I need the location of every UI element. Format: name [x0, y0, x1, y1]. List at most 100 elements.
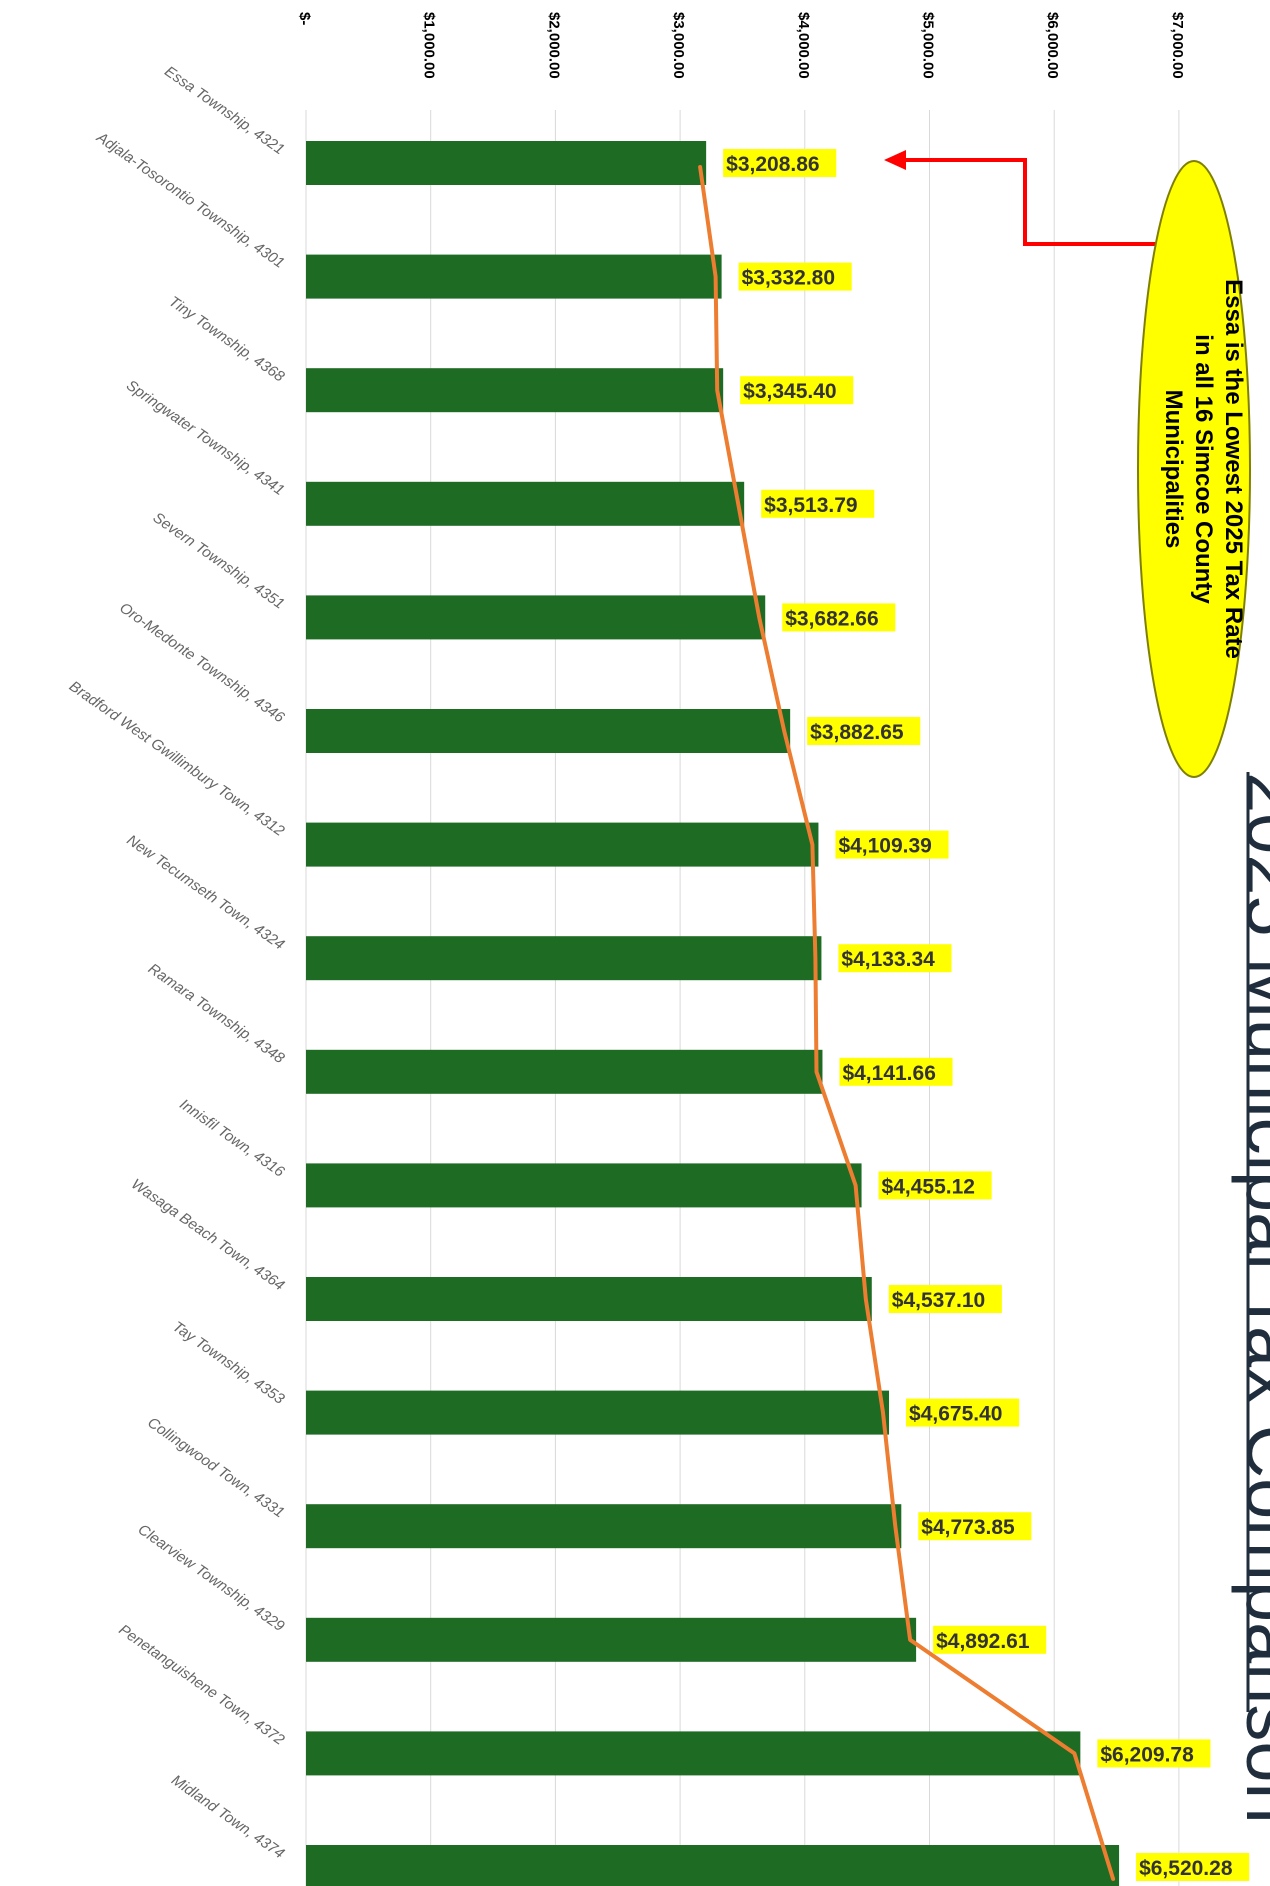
category-label: Springwater Township, 4341	[123, 377, 287, 499]
data-label: $4,892.61	[933, 1625, 1047, 1654]
data-label-highlight	[740, 376, 854, 405]
data-label-highlight	[906, 1398, 1020, 1427]
category-label: Penetanguishene Town, 4372	[116, 1621, 288, 1749]
arrowhead-icon	[884, 150, 906, 170]
bar	[306, 368, 724, 413]
data-label-highlight	[807, 717, 921, 745]
callout-line: Municipalities	[1160, 390, 1187, 549]
data-label: $4,455.12	[878, 1171, 992, 1200]
data-label-text: $3,513.79	[764, 494, 857, 517]
data-label-text: $3,345.40	[743, 380, 836, 403]
data-label-text: $4,455.12	[882, 1175, 975, 1198]
data-label-highlight	[878, 1171, 992, 1200]
data-label-text: $4,109.39	[838, 835, 931, 858]
tick-label: $5,000.00	[920, 12, 937, 79]
data-label-highlight	[738, 262, 852, 291]
bar	[306, 1049, 823, 1094]
bar	[306, 1163, 862, 1208]
data-label: $3,345.40	[740, 376, 854, 405]
bar	[306, 1845, 1120, 1886]
category-label: Severn Township, 4351	[150, 509, 288, 613]
category-label: Innisfil Town, 4316	[176, 1096, 288, 1181]
value-axis-ticks: $- $1,000.00 $2,000.00 $3,000.00 $4,000.00 $5…	[296, 12, 1186, 79]
data-label: $4,109.39	[835, 830, 949, 859]
category-label: Tiny Township, 4368	[166, 293, 288, 386]
data-label: $6,520.28	[1136, 1853, 1250, 1881]
data-label: $4,537.10	[888, 1285, 1002, 1313]
callout-ellipse	[1137, 160, 1251, 778]
category-label: Adjala-Tosorontio Township, 4301	[93, 128, 288, 271]
bar	[306, 1277, 872, 1321]
category-label: Oro-Medonte Township, 4346	[116, 599, 288, 726]
tick-label: $7,000.00	[1169, 12, 1186, 79]
data-label: $6,209.78	[1097, 1739, 1211, 1768]
data-label-text: $3,682.66	[785, 607, 878, 630]
data-label-highlight	[1136, 1853, 1250, 1881]
data-label-text: $6,520.28	[1139, 1857, 1233, 1880]
bar	[306, 1731, 1081, 1776]
bar	[306, 141, 707, 185]
category-label: Essa Township, 4321	[161, 63, 287, 158]
data-label-text: $4,773.85	[921, 1516, 1015, 1539]
data-label-highlight	[1097, 1739, 1211, 1768]
bar	[306, 595, 766, 640]
data-label: $4,773.85	[918, 1512, 1032, 1541]
category-label: Wasaga Beach Town, 4364	[128, 1176, 287, 1295]
data-label: $3,882.65	[807, 717, 921, 745]
data-label-highlight	[838, 944, 952, 973]
chart-title: 2025 Municipal Tax Comparison	[1231, 772, 1270, 1824]
bar	[306, 936, 822, 981]
bar	[306, 481, 745, 526]
data-label: $3,208.86	[723, 149, 837, 177]
bar	[306, 254, 722, 299]
data-label-text: $4,537.10	[892, 1289, 985, 1312]
bar	[306, 709, 791, 753]
tick-label: $3,000.00	[670, 12, 687, 79]
data-label-text: $4,675.40	[909, 1403, 1002, 1426]
data-label-text: $6,209.78	[1100, 1743, 1194, 1766]
data-label: $4,133.34	[838, 944, 952, 973]
data-label-text: $4,133.34	[841, 948, 935, 971]
data-labels: $3,208.86 $3,332.80 $3,345.40 $3,513.79 $3,6…	[723, 149, 1250, 1881]
tick-label: $-	[296, 12, 313, 25]
bar	[306, 1504, 902, 1549]
data-label-text: $3,208.86	[726, 153, 819, 176]
data-label-highlight	[918, 1512, 1032, 1541]
data-label-text: $4,892.61	[936, 1630, 1030, 1653]
category-label: Midland Town, 4374	[168, 1772, 287, 1863]
bars	[306, 141, 1120, 1886]
data-label-highlight	[839, 1057, 953, 1086]
data-label: $3,682.66	[782, 603, 896, 632]
bar	[306, 1390, 890, 1435]
callout-line: Essa is the Lowest 2025 Tax Rate	[1220, 279, 1247, 659]
data-label-highlight	[723, 149, 837, 177]
category-label: Ramara Township, 4348	[145, 960, 288, 1067]
tick-label: $6,000.00	[1044, 12, 1061, 79]
data-label: $3,513.79	[761, 489, 875, 518]
data-label: $4,675.40	[906, 1398, 1020, 1427]
callout-arrow	[902, 158, 1162, 246]
tick-label: $4,000.00	[795, 12, 812, 79]
data-label: $3,332.80	[738, 262, 852, 291]
category-label: Tay Township, 4353	[169, 1318, 288, 1408]
title-group: 2025 Municipal Tax Comparison	[1231, 772, 1270, 1824]
data-label-highlight	[835, 830, 949, 859]
data-label-highlight	[933, 1625, 1047, 1654]
tick-label: $1,000.00	[421, 12, 438, 79]
tick-label: $2,000.00	[545, 12, 562, 79]
data-label-highlight	[782, 603, 896, 632]
category-label: Clearview Township, 4329	[135, 1521, 288, 1635]
category-label: Collingwood Town, 4331	[144, 1414, 287, 1521]
bar	[306, 1617, 917, 1662]
data-label-highlight	[888, 1285, 1002, 1313]
trend-line	[698, 165, 1116, 1881]
data-label-text: $3,332.80	[742, 267, 835, 290]
data-label: $4,141.66	[839, 1057, 953, 1086]
category-label: New Tecumseth Town, 4324	[124, 832, 288, 954]
callout-line: in all 16 Simcoe County	[1190, 334, 1217, 604]
bar	[306, 822, 819, 867]
